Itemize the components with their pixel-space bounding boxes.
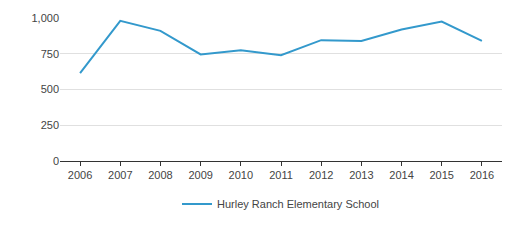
svg-text:2012: 2012: [309, 169, 333, 181]
svg-text:2007: 2007: [108, 169, 132, 181]
svg-text:2011: 2011: [269, 169, 293, 181]
svg-text:2008: 2008: [148, 169, 172, 181]
svg-text:2010: 2010: [229, 169, 253, 181]
svg-text:250: 250: [41, 119, 59, 131]
svg-text:2016: 2016: [470, 169, 494, 181]
svg-text:0: 0: [53, 155, 59, 167]
svg-text:2009: 2009: [188, 169, 212, 181]
svg-text:Hurley Ranch Elementary School: Hurley Ranch Elementary School: [217, 198, 379, 210]
svg-text:2014: 2014: [389, 169, 413, 181]
svg-text:2015: 2015: [429, 169, 453, 181]
svg-text:500: 500: [41, 83, 59, 95]
svg-text:1,000: 1,000: [31, 12, 59, 24]
svg-text:2013: 2013: [349, 169, 373, 181]
svg-text:2006: 2006: [68, 169, 92, 181]
svg-text:750: 750: [41, 48, 59, 60]
